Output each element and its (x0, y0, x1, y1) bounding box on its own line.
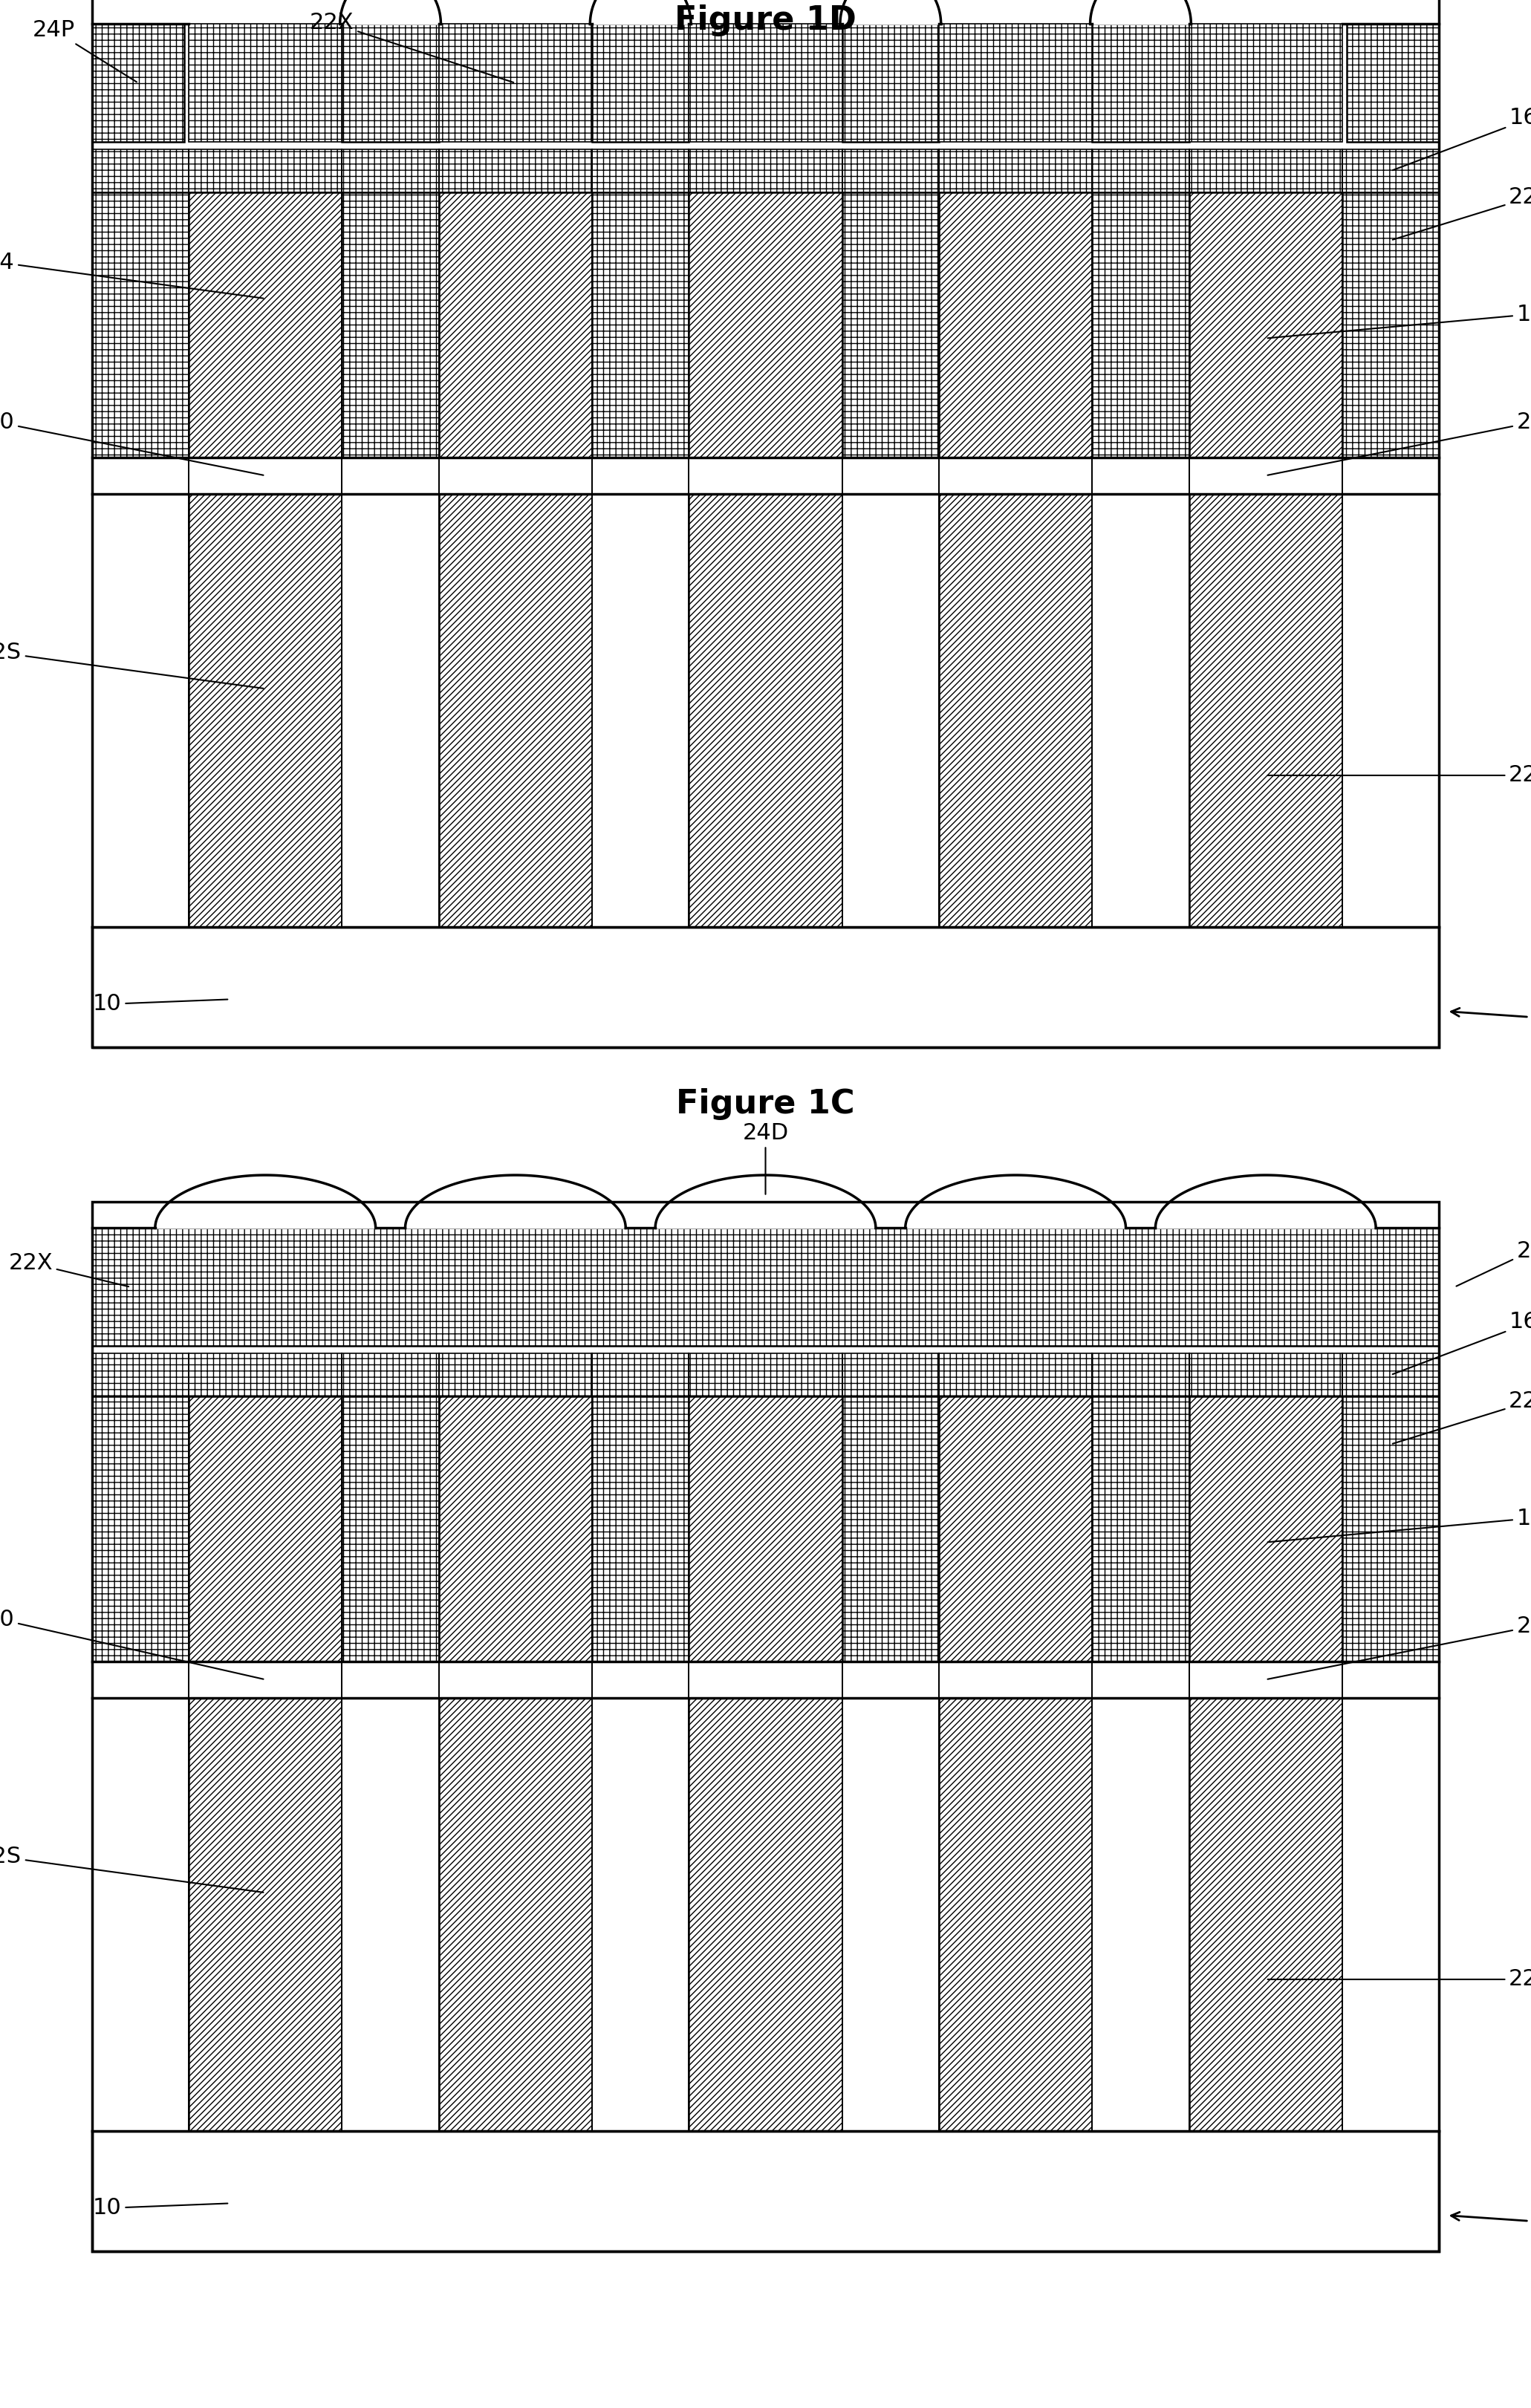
Bar (92, 1228, 1439, 1346)
Bar (188, 1698, 341, 2131)
Bar (341, 494, 439, 927)
Bar (439, 1397, 592, 1662)
Bar (1190, 24, 1343, 142)
Bar (1190, 1397, 1343, 1662)
Bar (939, 1698, 1092, 2131)
Bar (1343, 1698, 1439, 2131)
Text: 100: 100 (1451, 2213, 1531, 2232)
Bar (939, 1397, 1092, 1662)
Text: 22X: 22X (9, 1252, 129, 1286)
Text: 24P: 24P (32, 19, 136, 82)
Text: Figure 1C: Figure 1C (677, 1088, 854, 1120)
Bar (939, 24, 1092, 142)
Bar (689, 1698, 842, 2131)
Text: 22B: 22B (1393, 185, 1531, 241)
Bar (939, 193, 1092, 458)
Text: 16: 16 (1268, 303, 1531, 337)
Text: Figure 1D: Figure 1D (675, 5, 856, 36)
Text: 16: 16 (1268, 1507, 1531, 1541)
Bar (188, 193, 341, 458)
Text: 20: 20 (1268, 1616, 1531, 1678)
Bar (592, 24, 689, 142)
Bar (341, 1698, 439, 2131)
Bar (92, 458, 1439, 494)
Bar (689, 24, 842, 142)
Bar (592, 1698, 689, 2131)
Bar (1347, 24, 1439, 142)
Bar (689, 1397, 842, 1662)
Bar (1343, 494, 1439, 927)
Bar (92, 1397, 1439, 1662)
Text: 20: 20 (1268, 412, 1531, 474)
Text: 10: 10 (93, 995, 228, 1014)
Bar (1092, 1698, 1190, 2131)
Text: 22A: 22A (1268, 1970, 1531, 1989)
Bar (1190, 193, 1343, 458)
Text: 22B: 22B (1393, 1389, 1531, 1445)
Bar (92, 1662, 1439, 1698)
Text: 24: 24 (1456, 1240, 1531, 1286)
Bar (842, 1698, 939, 2131)
Bar (439, 494, 592, 927)
Text: 22X: 22X (309, 12, 513, 82)
Bar (92, 1698, 188, 2131)
Bar (341, 24, 439, 142)
Bar (188, 494, 341, 927)
Text: 20: 20 (0, 1609, 263, 1678)
Bar (92, 24, 184, 142)
Bar (92, 494, 1439, 927)
Text: 22S: 22S (0, 1847, 263, 1893)
Bar (92, 0, 1439, 927)
Bar (439, 24, 592, 142)
Bar (1190, 494, 1343, 927)
Bar (842, 24, 939, 142)
Text: 10: 10 (93, 2199, 228, 2218)
Bar (92, 1149, 1439, 2131)
Bar (92, 149, 1439, 193)
Bar (92, 0, 1439, 1047)
Text: 16S: 16S (1393, 1312, 1531, 1375)
Bar (439, 193, 592, 458)
Text: 16S: 16S (1393, 108, 1531, 171)
Bar (1190, 1698, 1343, 2131)
Text: 24: 24 (0, 253, 263, 299)
Bar (92, 2131, 1439, 2251)
Text: 22A: 22A (1268, 766, 1531, 785)
Bar (92, 494, 188, 927)
Bar (592, 494, 689, 927)
Bar (689, 193, 842, 458)
Bar (92, 1202, 1439, 2251)
Bar (188, 24, 341, 142)
Text: 22S: 22S (0, 643, 263, 689)
Bar (842, 494, 939, 927)
Bar (1092, 24, 1190, 142)
Bar (92, 1698, 1439, 2131)
Bar (92, 193, 1439, 458)
Bar (188, 1397, 341, 1662)
Bar (92, 927, 1439, 1047)
Bar (92, 1353, 1439, 1397)
Bar (689, 494, 842, 927)
Text: 24D: 24D (743, 1122, 788, 1194)
Bar (1092, 494, 1190, 927)
Text: 100: 100 (1451, 1009, 1531, 1028)
Bar (939, 494, 1092, 927)
Text: 20: 20 (0, 412, 263, 474)
Bar (439, 1698, 592, 2131)
